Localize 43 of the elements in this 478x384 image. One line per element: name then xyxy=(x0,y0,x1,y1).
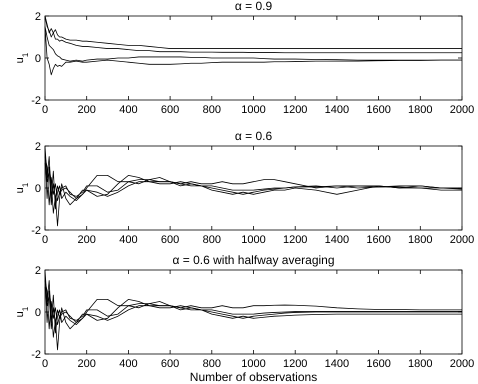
chart-title: α = 0.6 xyxy=(234,129,272,143)
x-tick-label: 1800 xyxy=(408,358,433,370)
x-tick-label: 600 xyxy=(160,358,180,370)
x-tick-label: 1000 xyxy=(241,234,266,246)
x-tick-label: 1800 xyxy=(408,234,433,246)
y-tick-label: 2 xyxy=(34,141,41,153)
y-tick-label: 2 xyxy=(34,11,41,23)
y-tick-label: -2 xyxy=(31,225,41,237)
x-tick-label: 1600 xyxy=(366,104,391,116)
x-tick-label: 1200 xyxy=(282,358,308,370)
y-tick-label: -2 xyxy=(31,349,41,361)
x-tick-label: 1400 xyxy=(324,234,350,246)
x-tick-label: 400 xyxy=(119,234,138,246)
x-tick-label: 800 xyxy=(202,234,221,246)
x-tick-label: 600 xyxy=(160,104,180,116)
x-tick-label: 400 xyxy=(119,104,138,116)
x-tick-label: 1600 xyxy=(366,358,391,370)
x-tick-label: 1200 xyxy=(282,234,308,246)
chart-title: α = 0.6 with halfway averaging xyxy=(172,253,335,267)
x-tick-label: 2000 xyxy=(450,358,474,370)
x-tick-label: 1400 xyxy=(324,358,350,370)
x-tick-label: 400 xyxy=(119,358,138,370)
x-tick-label: 200 xyxy=(78,234,96,246)
x-tick-label: 2000 xyxy=(450,104,474,116)
x-axis-title: Number of observations xyxy=(190,370,318,384)
x-tick-label: 600 xyxy=(160,234,180,246)
x-tick-label: 1400 xyxy=(324,104,350,116)
x-tick-label: 200 xyxy=(78,358,96,370)
x-tick-label: 1600 xyxy=(366,234,391,246)
y-tick-label: 0 xyxy=(34,307,41,319)
y-tick-label: 0 xyxy=(34,183,41,195)
x-tick-label: 1000 xyxy=(241,104,266,116)
x-tick-label: 800 xyxy=(202,104,221,116)
y-tick-label: 2 xyxy=(34,265,41,277)
y-tick-label: 0 xyxy=(34,53,41,65)
y-tick-label: -2 xyxy=(31,95,41,107)
x-tick-label: 1000 xyxy=(241,358,266,370)
x-tick-label: 1800 xyxy=(408,104,433,116)
x-tick-label: 200 xyxy=(78,104,96,116)
chart-title: α = 0.9 xyxy=(234,0,272,13)
x-tick-label: 1200 xyxy=(282,104,308,116)
x-tick-label: 2000 xyxy=(450,234,474,246)
x-tick-label: 800 xyxy=(202,358,221,370)
